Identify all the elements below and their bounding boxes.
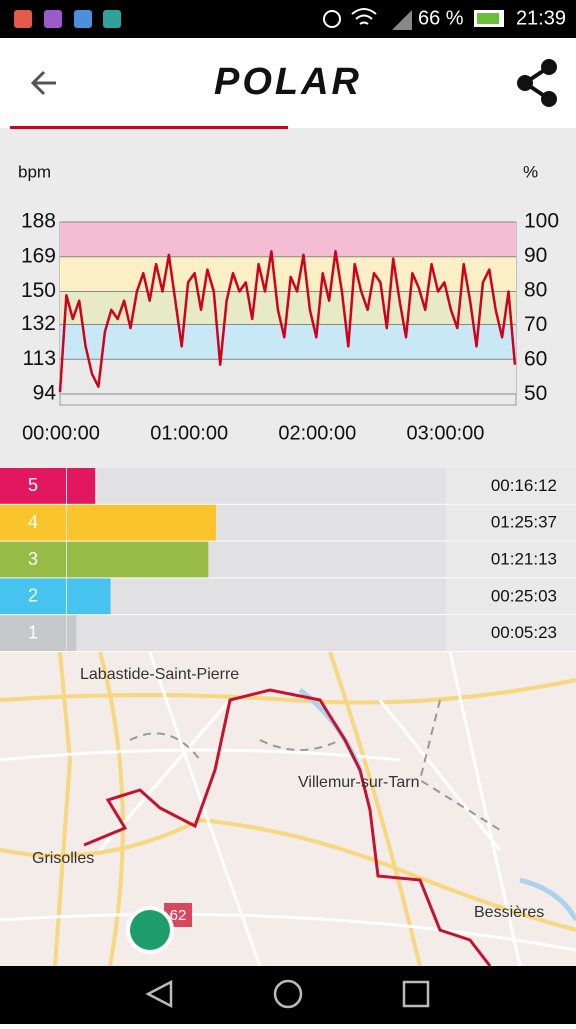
- zone-time: 00:05:23: [491, 623, 557, 642]
- notification-icon: [14, 10, 32, 28]
- zone-bar: [67, 541, 209, 578]
- zone-time-cell: [446, 504, 576, 541]
- hr-line: [58, 250, 517, 393]
- zone-band: [60, 324, 516, 360]
- zone-number: 3: [28, 549, 38, 569]
- y-tick-label: 169: [21, 244, 56, 267]
- zone-time-cell: [446, 468, 576, 504]
- zone-bar: [67, 615, 77, 651]
- place-label: Villemur-sur-Tarn: [298, 774, 420, 791]
- place-label: Grisolles: [32, 850, 94, 867]
- y2-tick-label: 80: [524, 279, 547, 302]
- alarm-icon: [323, 10, 341, 28]
- zone-label-cell: [0, 615, 66, 651]
- signal-icon: [392, 10, 412, 30]
- zone-bar: [67, 504, 216, 541]
- zone-label-cell: [0, 541, 66, 578]
- hr-chart: 94 113 132 150 169 188 50 60 70 80 90 100 00:00:00 01…: [21, 210, 559, 445]
- y2-tick-label: 70: [524, 313, 547, 336]
- zone-number: 1: [28, 622, 38, 642]
- nav-home[interactable]: [273, 979, 303, 1009]
- clock: 21:39: [516, 7, 566, 29]
- zone-list: 5 00:16:12 4 01:25:37 3 01:21:13 2 00:25:03 1 00:…: [0, 468, 576, 651]
- x-tick-label: 02:00:00: [278, 422, 356, 444]
- zone-time: 01:21:13: [491, 549, 557, 568]
- place-label: Bessières: [474, 904, 544, 921]
- x-tick-label: 01:00:00: [150, 422, 228, 444]
- y-tick-label: 132: [21, 312, 56, 335]
- zone-number: 5: [28, 475, 38, 495]
- zone-time-cell: [446, 541, 576, 578]
- zone-number: 2: [28, 586, 38, 606]
- nav-back[interactable]: [145, 979, 173, 1009]
- road-sign: 62: [170, 907, 187, 924]
- zone-time-cell: [446, 615, 576, 651]
- nav-recents[interactable]: [402, 980, 430, 1008]
- battery-level: [477, 13, 499, 24]
- zone-label-cell: [0, 468, 66, 504]
- notification-icon: [44, 10, 62, 28]
- zone-label-cell: [0, 578, 66, 615]
- battery-percent: 66 %: [418, 7, 464, 29]
- y2-tick-label: 60: [524, 348, 547, 371]
- zone-band: [60, 359, 516, 395]
- back-button[interactable]: [30, 70, 56, 96]
- y-axis-label: bpm: [18, 162, 51, 181]
- y-tick-label: 94: [33, 382, 57, 405]
- y-tick-label: 150: [21, 279, 56, 302]
- wifi-icon: [351, 8, 377, 25]
- y-tick-label: 188: [21, 210, 56, 233]
- zone-time: 00:16:12: [491, 476, 557, 495]
- y2-tick-label: 100: [524, 210, 559, 233]
- zone-label-cell: [0, 504, 66, 541]
- nav-bar: [0, 966, 576, 1024]
- y2-axis-label: %: [523, 162, 538, 181]
- map[interactable]: 62 Labastide-Saint-Pierre Villemur-sur-T…: [0, 651, 576, 967]
- y2-tick-label: 90: [524, 244, 547, 267]
- zone-band: [60, 222, 516, 257]
- zone-band: [60, 256, 516, 292]
- place-label: Labastide-Saint-Pierre: [80, 666, 239, 683]
- zone-time: 01:25:37: [491, 513, 557, 532]
- y2-tick-label: 50: [524, 382, 547, 405]
- zone-bar: [67, 578, 111, 615]
- x-tick-label: 00:00:00: [22, 422, 100, 444]
- x-tick-label: 03:00:00: [407, 422, 485, 444]
- zone-number: 4: [28, 512, 38, 532]
- y-tick-label: 113: [23, 347, 56, 370]
- notification-icon: [103, 10, 121, 28]
- zone-time: 00:25:03: [491, 586, 557, 605]
- app-bar: [0, 38, 576, 128]
- zone-bar: [67, 468, 96, 504]
- notification-icon: [74, 10, 92, 28]
- zone-time-cell: [446, 578, 576, 615]
- share-button[interactable]: [517, 59, 557, 107]
- polar-logo: POLAR: [214, 61, 362, 103]
- tab-indicator: [10, 126, 288, 129]
